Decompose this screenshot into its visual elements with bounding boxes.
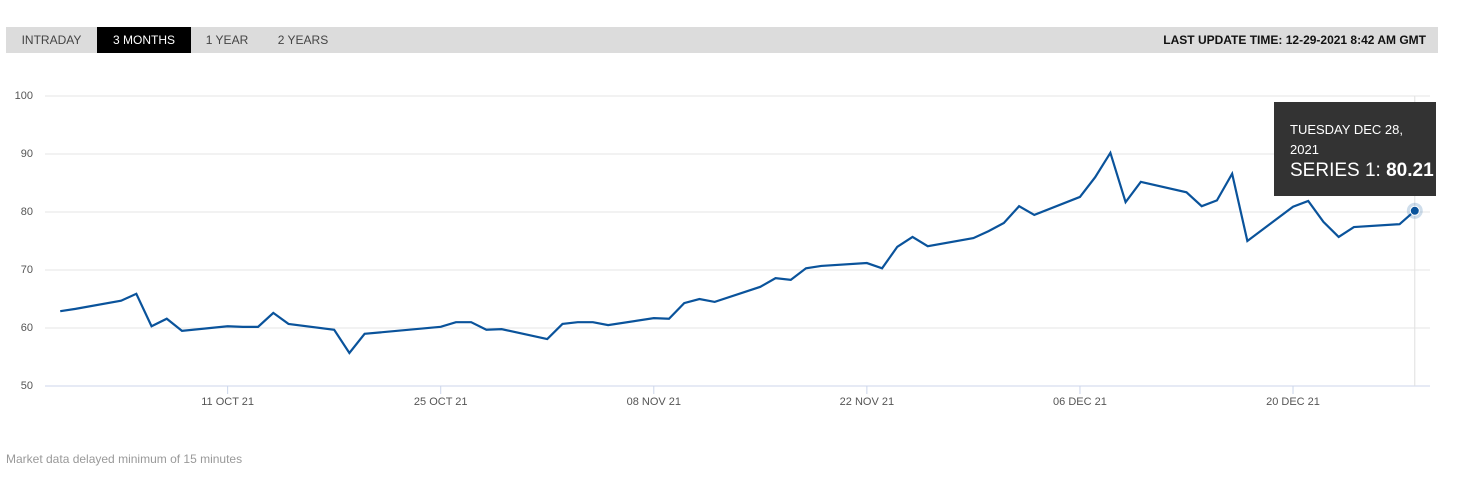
y-tick-label: 90 [21,148,33,160]
last-update: LAST UPDATE TIME: 12-29-2021 8:42 AM GMT [1163,33,1426,47]
y-tick-label: 60 [21,322,33,334]
footer-note: Market data delayed minimum of 15 minute… [6,452,243,466]
x-tick-label: 06 DEC 21 [1053,396,1107,408]
tab[interactable]: 3 MONTHS [97,27,191,53]
tooltip-value: SERIES 1: 80.21 [1290,160,1434,182]
tab-bar: LAST UPDATE TIME: 12-29-2021 8:42 AM GMT… [6,27,1438,53]
tooltip-number: 80.21 [1386,160,1434,181]
chart: 50 60 70 80 90 100 11 OCT 21 25 OCT 21 08 NOV 21… [15,90,1430,408]
y-tick-label: 100 [15,90,33,102]
y-tick-label: 80 [21,206,33,218]
x-tick-label: 22 NOV 21 [840,396,894,408]
tab[interactable]: INTRADAY [21,33,82,47]
x-tick-label: 20 DEC 21 [1266,396,1320,408]
x-tick-label: 08 NOV 21 [627,396,681,408]
y-tick-label: 50 [21,380,33,392]
tooltip: TUESDAY DEC 28, 2021 SERIES 1: 80.21 [1274,102,1436,196]
tooltip-label: SERIES 1: [1290,160,1381,181]
tooltip-title: TUESDAY DEC 28, 2021 [1290,122,1403,157]
x-tick-label: 11 OCT 21 [201,396,254,408]
x-tick-label: 25 OCT 21 [414,396,468,408]
tab[interactable]: 1 YEAR [205,33,249,47]
hover-point [1409,205,1420,216]
tab[interactable]: 2 YEARS [277,33,329,47]
price-line [60,150,1416,355]
y-tick-label: 70 [21,264,33,276]
